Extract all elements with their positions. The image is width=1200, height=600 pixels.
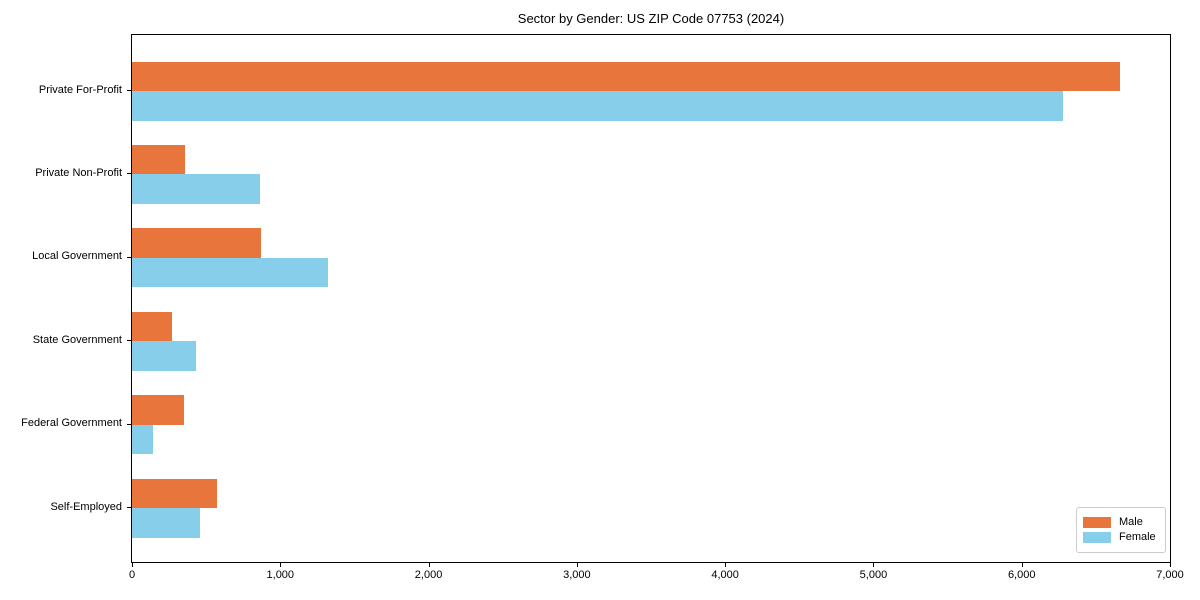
x-axis-tick: [576, 563, 578, 567]
male-bar: [132, 144, 186, 175]
y-axis-label: Local Government: [32, 250, 122, 263]
female-bar: [132, 424, 153, 455]
x-axis-tick: [725, 563, 727, 567]
female-bar: [132, 257, 328, 288]
x-axis-tick-label: 1,000: [266, 569, 295, 581]
x-axis-tick-label: 7,000: [1156, 569, 1184, 581]
x-axis-tick: [280, 563, 282, 567]
male-bar: [132, 478, 217, 508]
female-legend-swatch: [1083, 532, 1111, 543]
y-axis-label: State Government: [32, 333, 122, 346]
y-axis-tick: [127, 90, 131, 91]
x-axis-tick: [873, 563, 875, 567]
male-bar: [132, 61, 1120, 91]
legend-entry: Female: [1083, 532, 1159, 543]
y-axis-tick: [127, 340, 131, 342]
x-axis-tick-label: 3,000: [563, 569, 591, 581]
y-axis-label: Federal Government: [21, 417, 122, 430]
female-bar: [132, 91, 1064, 121]
female-bar: [132, 174, 260, 204]
x-axis-tick-label: 5,000: [859, 569, 888, 581]
legend-entry: Male: [1083, 517, 1159, 528]
male-bar: [132, 228, 261, 258]
male-legend-swatch: [1083, 517, 1111, 528]
x-axis-tick-label: 2,000: [414, 569, 443, 581]
chart-title: Sector by Gender: US ZIP Code 07753 (202…: [517, 11, 785, 26]
x-axis-tick: [1170, 563, 1171, 567]
x-axis-tick-label: 0: [128, 569, 136, 581]
x-axis-tick: [132, 563, 133, 567]
y-axis-label: Private For-Profit: [38, 83, 122, 96]
female-bar: [132, 508, 201, 538]
x-axis-tick: [428, 563, 430, 567]
plot-area: [131, 34, 1171, 563]
y-axis-tick: [127, 173, 131, 175]
female-bar: [132, 341, 196, 371]
x-axis-tick-label: 4,000: [711, 569, 739, 581]
y-axis-tick: [127, 507, 131, 508]
x-axis-tick-label: 6,000: [1007, 569, 1036, 581]
y-axis-label: Self-Employed: [50, 500, 122, 513]
legend-label: Male: [1119, 516, 1143, 528]
male-bar: [132, 311, 173, 342]
y-axis-label: Private Non-Profit: [35, 166, 122, 179]
x-axis-tick: [1021, 563, 1023, 567]
male-bar: [132, 395, 184, 425]
legend: Male Female: [1076, 507, 1166, 553]
y-axis-tick: [127, 256, 131, 258]
y-axis-tick: [127, 423, 131, 425]
legend-label: Female: [1119, 531, 1156, 543]
